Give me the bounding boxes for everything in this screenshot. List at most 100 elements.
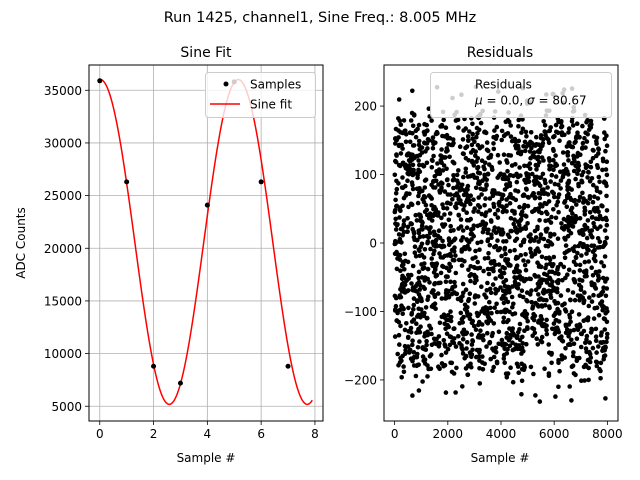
residual-point	[491, 204, 497, 209]
residual-point	[410, 393, 415, 398]
residual-point	[589, 282, 595, 288]
residual-point	[525, 259, 531, 264]
residual-point	[408, 153, 413, 158]
residual-point	[467, 273, 473, 279]
residual-point	[551, 134, 556, 140]
residual-point	[547, 128, 553, 133]
samples-legend-label: Samples	[250, 78, 301, 92]
residual-point	[533, 300, 538, 306]
residual-point	[410, 143, 416, 148]
residual-point	[541, 158, 546, 163]
residual-point	[435, 161, 440, 166]
residual-point	[480, 360, 485, 365]
residual-point	[405, 229, 410, 234]
residual-point	[393, 227, 399, 232]
residual-point	[513, 342, 518, 348]
residual-point	[525, 326, 530, 332]
residual-point	[556, 209, 561, 215]
residual-point	[536, 284, 541, 290]
residual-point	[413, 284, 419, 289]
residual-point	[444, 265, 449, 271]
residual-point	[441, 244, 447, 249]
residual-point	[443, 350, 449, 355]
residual-point	[509, 294, 515, 300]
residual-point	[420, 345, 426, 350]
residual-point	[501, 315, 507, 321]
residual-point	[494, 191, 500, 196]
residual-point	[538, 235, 543, 241]
residual-point	[402, 343, 408, 349]
residual-point	[460, 337, 466, 342]
residual-point	[460, 228, 466, 233]
residual-point	[392, 172, 398, 178]
residual-point	[473, 185, 479, 191]
residual-point	[475, 223, 481, 229]
residual-point	[413, 134, 419, 140]
residual-point	[504, 335, 510, 340]
residual-point	[546, 373, 552, 379]
residual-point	[496, 226, 501, 231]
residual-point	[531, 191, 536, 196]
residual-point	[468, 278, 473, 284]
residual-point	[433, 274, 439, 279]
residual-point	[431, 213, 436, 219]
residual-point	[508, 153, 514, 158]
residual-point	[582, 222, 588, 228]
residual-point	[393, 216, 399, 222]
residual-point	[507, 201, 513, 206]
residual-point	[454, 191, 460, 196]
residual-point	[579, 378, 584, 384]
residual-point	[572, 158, 577, 164]
residual-point	[582, 135, 587, 141]
residual-point	[407, 139, 413, 145]
residual-point	[433, 244, 438, 249]
residual-point	[496, 247, 502, 253]
residual-point	[535, 224, 540, 230]
residual-point	[491, 134, 496, 140]
residual-point	[510, 326, 515, 331]
residual-point	[537, 399, 543, 404]
residual-point	[437, 251, 442, 256]
residual-point	[519, 347, 525, 352]
residual-point	[522, 163, 527, 169]
residual-point	[520, 239, 526, 245]
residual-point	[517, 293, 523, 299]
residual-point	[479, 158, 485, 163]
residual-point	[538, 264, 544, 270]
residual-point	[567, 312, 572, 318]
residual-point	[477, 265, 483, 271]
residual-point	[518, 252, 524, 258]
residual-point	[573, 213, 578, 219]
residual-point	[434, 261, 440, 266]
residual-point	[440, 181, 445, 186]
y-tick-label: 15000	[44, 294, 82, 308]
residual-point	[566, 178, 572, 184]
residual-point	[520, 312, 525, 318]
residual-point	[426, 366, 431, 372]
residual-point	[548, 231, 553, 237]
residual-point	[551, 254, 557, 260]
residual-point	[498, 192, 504, 197]
residual-point	[399, 240, 404, 245]
residual-point	[574, 323, 580, 328]
residual-point	[550, 146, 556, 152]
residual-point	[535, 281, 541, 287]
residual-point	[549, 214, 554, 220]
residual-point	[540, 289, 546, 295]
residual-point	[458, 217, 464, 222]
residual-point	[508, 263, 513, 268]
residual-point	[528, 139, 533, 145]
residual-point	[501, 152, 507, 157]
residual-point	[586, 170, 591, 175]
residual-point	[541, 191, 547, 196]
residual-point	[488, 261, 494, 266]
residual-point	[485, 171, 491, 177]
residual-point	[484, 177, 490, 183]
residual-point	[482, 256, 488, 261]
residual-point	[543, 255, 549, 261]
residual-point	[436, 228, 442, 233]
residual-point	[571, 248, 577, 254]
residual-point	[593, 258, 598, 264]
residual-point	[537, 218, 542, 223]
residual-point	[590, 199, 596, 205]
